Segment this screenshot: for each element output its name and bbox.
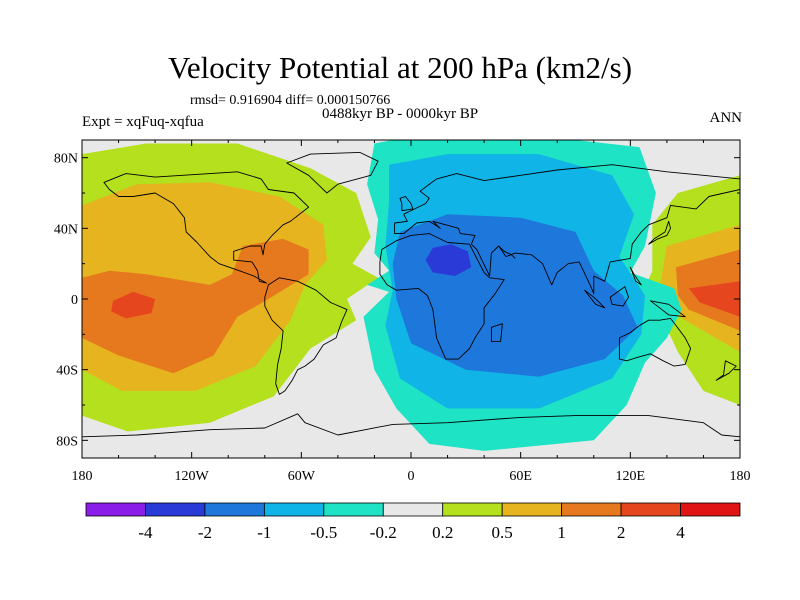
coastline-new-guinea (649, 300, 686, 318)
coastline-sumatra (584, 289, 606, 309)
x-tick-label: 60W (288, 469, 316, 484)
period-label: 0488kyr BP - 0000kyr BP (322, 106, 479, 122)
colorbar-label: 2 (617, 523, 626, 542)
contour-region-pos-east-2 (688, 281, 740, 317)
colorbar-label: 1 (557, 523, 566, 542)
x-tick-label: 120E (616, 469, 646, 484)
colorbar-swatch (382, 502, 444, 517)
coastline-eurasia (394, 164, 740, 295)
experiment-label: Expt = xqFuq-xqfua (82, 114, 204, 130)
coastline-australia (618, 317, 692, 367)
contour-region-neg-2 (425, 244, 472, 276)
colorbar: -4 -2 -1 -0.5 -0.2 0.2 0.5 1 2 4 (85, 502, 741, 542)
coastline-south-america (264, 277, 348, 395)
colorbar-label: -0.2 (370, 523, 397, 542)
y-tick-label: 0 (71, 293, 78, 308)
colorbar-swatch (263, 502, 325, 517)
coastline-africa (379, 233, 505, 360)
colorbar-label: -1 (257, 523, 271, 542)
y-tick-label: 40S (56, 364, 78, 379)
colorbar-swatch (204, 502, 265, 517)
colorbar-label: -0.5 (310, 523, 337, 542)
colorbar-swatch (561, 502, 622, 517)
contour-region-pos-2 (111, 291, 156, 319)
x-tick-label: 180 (72, 469, 93, 484)
y-tick-label: 40N (54, 222, 78, 237)
contour-region-pos-1 (82, 238, 309, 374)
coastline-antarctica (82, 413, 740, 438)
y-tick-label: 80N (54, 152, 78, 167)
x-tick-label: 180 (730, 469, 751, 484)
coastline-uk (399, 196, 414, 212)
coastline-greenland (286, 151, 379, 194)
colorbar-swatch (85, 502, 146, 517)
season-label: ANN (709, 110, 743, 126)
x-tick-label: 0 (408, 469, 415, 484)
y-tick-label: 80S (56, 434, 78, 449)
coastline-japan (648, 220, 671, 245)
colorbar-swatch (680, 502, 741, 517)
colorbar-swatch (442, 502, 503, 517)
coastline-arabian-gulf (498, 245, 516, 259)
colorbar-label: 4 (676, 523, 685, 542)
colorbar-swatch (145, 502, 206, 517)
x-tick-label: 120W (175, 469, 210, 484)
colorbar-label: 0.5 (492, 523, 513, 542)
x-tick-label: 60E (509, 469, 532, 484)
colorbar-swatch (620, 502, 681, 517)
coastline-madagascar (490, 323, 503, 342)
contour-fill (82, 140, 740, 458)
coastline-philippines (629, 266, 642, 286)
colorbar-label: -2 (198, 523, 212, 542)
axis-ticks: 180 120W 60W 0 60E 120E 180 80N 40N 0 40S 80S (54, 140, 751, 484)
coastline-north-america (103, 171, 310, 284)
colorbar-label: 0.2 (432, 523, 453, 542)
coastlines (82, 151, 740, 438)
chart-title: Velocity Potential at 200 hPa (km2/s) (167, 50, 633, 85)
colorbar-swatch (501, 502, 563, 517)
stats-line: rmsd= 0.916904 diff= 0.000150766 (190, 93, 391, 108)
colorbar-swatch (323, 502, 384, 517)
colorbar-label: -4 (138, 523, 153, 542)
coastline-borneo (609, 286, 629, 307)
coastline-new-zealand (715, 360, 737, 381)
